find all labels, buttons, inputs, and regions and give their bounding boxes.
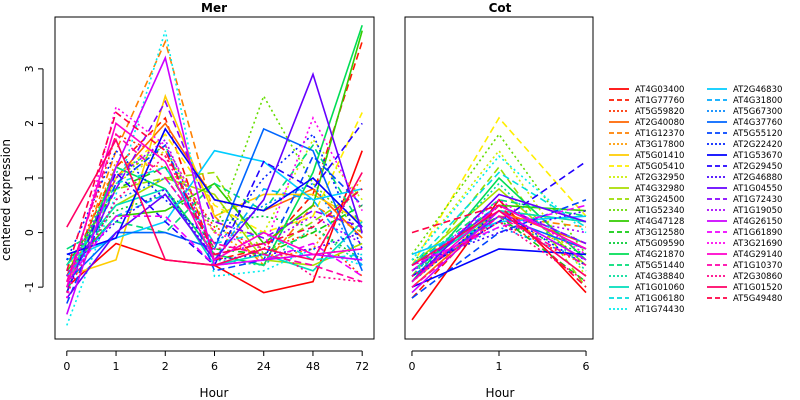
legend-entry-at1g74430: AT1G74430	[635, 305, 684, 315]
series-line-at1g61890	[411, 204, 587, 267]
legend-entry-at4g37760: AT4G37760	[733, 118, 782, 128]
series-line-at5g51440	[66, 143, 363, 250]
legend-entry-at4g31800: AT4G31800	[733, 96, 782, 106]
plot-frame	[54, 16, 375, 340]
legend-entry-at5g05410: AT5G05410	[635, 162, 684, 172]
x-tick-label: 0	[63, 360, 70, 373]
series-line-at5g01410	[66, 93, 363, 277]
x-tick-label: 6	[211, 360, 218, 373]
legend-entry-at5g55120: AT5G55120	[733, 129, 782, 139]
legend-entry-at2g30860: AT2G30860	[733, 272, 782, 282]
legend-entry-at1g12370: AT1G12370	[635, 129, 684, 139]
legend-entry-at1g72430: AT1G72430	[733, 195, 782, 205]
series-line-at2g30860	[66, 154, 363, 293]
panel-title-mer: Mer	[201, 1, 227, 15]
series-line-at1g01060	[411, 209, 587, 272]
legend-entry-at3g17800: AT3G17800	[635, 140, 684, 150]
legend-entry-at5g09590: AT5G09590	[635, 239, 684, 249]
legend-entry-at4g47128: AT4G47128	[635, 217, 684, 227]
x-axis-label-mer: Hour	[200, 386, 229, 400]
series-line-at3g24500	[411, 165, 587, 288]
y-tick-label: 3	[23, 65, 36, 72]
legend-entry-at1g53670: AT1G53670	[733, 151, 782, 161]
panel-title-cot: Cot	[489, 1, 512, 15]
legend-entry-at3g24500: AT3G24500	[635, 195, 684, 205]
legend-entry-at4g38840: AT4G38840	[635, 272, 684, 282]
series-line-at1g10370	[66, 132, 363, 283]
x-tick-label: 2	[162, 360, 169, 373]
y-tick-label: 2	[23, 120, 36, 127]
x-tick-label: 0	[408, 360, 415, 373]
legend-entry-at1g06180: AT1G06180	[635, 294, 684, 304]
legend-entry-at1g01060: AT1G01060	[635, 283, 684, 293]
series-line-at1g01520	[411, 209, 587, 277]
legend-entry-at4g29140: AT4G29140	[733, 250, 782, 260]
legend-entry-at5g01410: AT5G01410	[635, 151, 684, 161]
series-line-at2g29450	[411, 160, 587, 277]
legend-entry-at4g03400: AT4G03400	[635, 85, 684, 95]
series-line-at1g10370	[411, 215, 587, 288]
x-tick-label: 1	[113, 360, 120, 373]
series-line-at5g49480	[66, 111, 363, 272]
y-tick-label: -1	[23, 282, 36, 293]
series-line-at3g12580	[66, 166, 363, 266]
legend-entry-at2g46830: AT2G46830	[733, 85, 782, 95]
legend-entry-at2g22420: AT2G22420	[733, 140, 782, 150]
x-axis-label-cot: Hour	[486, 386, 515, 400]
series-line-at4g29140	[66, 122, 363, 288]
legend-entry-at5g67300: AT5G67300	[733, 107, 782, 117]
legend-entry-at1g04550: AT1G04550	[733, 184, 782, 194]
series-line-at1g53670	[66, 127, 363, 256]
legend-entry-at2g32950: AT2G32950	[635, 173, 684, 183]
series-line-at5g49480	[411, 204, 587, 288]
legend-entry-at2g40080: AT2G40080	[635, 118, 684, 128]
series-line-at5g05410	[411, 116, 587, 266]
x-tick-label: 72	[355, 360, 369, 373]
x-tick-label: 1	[496, 360, 503, 373]
legend-entry-at5g49480: AT5G49480	[733, 294, 782, 304]
legend: AT4G03400AT1G77760AT5G59820AT2G40080AT1G…	[609, 85, 782, 315]
series-line-at2g22420	[411, 209, 587, 283]
series-line-at4g03400	[411, 198, 587, 321]
series-line-at1g01520	[66, 137, 363, 267]
legend-entry-at4g26150: AT4G26150	[733, 217, 782, 227]
x-tick-label: 24	[257, 360, 271, 373]
legend-entry-at1g61890: AT1G61890	[733, 228, 782, 238]
series-line-at1g06180	[411, 171, 587, 266]
legend-entry-at2g29450: AT2G29450	[733, 162, 782, 172]
series-line-at1g74430	[411, 155, 587, 261]
legend-entry-at2g46880: AT2G46880	[733, 173, 782, 183]
panel-cot: Cot Hour 0 1 6	[404, 1, 594, 400]
legend-entry-at5g51440: AT5G51440	[635, 261, 684, 271]
legend-entry-at1g77760: AT1G77760	[635, 96, 684, 106]
panel-mer: Mer Hour 0 1 2 6 24 48 72 -1 0 1 2 3	[23, 1, 375, 400]
x-tick-label: 48	[306, 360, 320, 373]
series-line-at3g17800	[66, 160, 363, 288]
series-line-at1g53670	[411, 248, 587, 288]
legend-entry-at4g32980: AT4G32980	[635, 184, 684, 194]
legend-entry-at1g10370: AT1G10370	[733, 261, 782, 271]
series-line-at5g55120	[411, 199, 587, 299]
y-axis-label: centered expression	[0, 139, 13, 261]
legend-entry-at4g21870: AT4G21870	[635, 250, 684, 260]
series-line-at3g21690	[66, 105, 363, 299]
series-line-at3g21690	[411, 198, 587, 272]
series-line-at2g32950	[66, 138, 363, 272]
y-tick-label: 0	[23, 229, 36, 236]
legend-entry-at1g52340: AT1G52340	[635, 206, 684, 216]
legend-entry-at1g01520: AT1G01520	[733, 283, 782, 293]
series-line-at2g46880	[411, 209, 587, 267]
legend-entry-at3g21690: AT3G21690	[733, 239, 782, 249]
series-line-at5g05410	[66, 112, 363, 283]
legend-entry-at1g19050: AT1G19050	[733, 206, 782, 216]
x-tick-label: 6	[583, 360, 590, 373]
series-line-at1g72430	[411, 204, 587, 272]
y-tick-label: 1	[23, 175, 36, 182]
legend-entry-at3g12580: AT3G12580	[635, 228, 684, 238]
legend-entry-at5g59820: AT5G59820	[635, 107, 684, 117]
series-line-at1g74430	[66, 30, 363, 326]
plot-frame	[404, 16, 594, 340]
